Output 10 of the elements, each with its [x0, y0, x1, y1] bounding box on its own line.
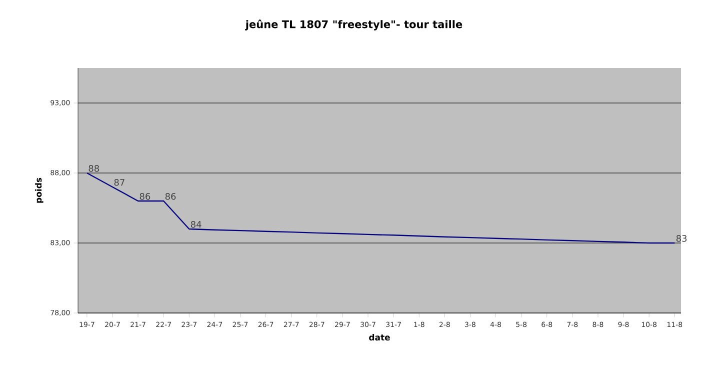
line-series — [86, 172, 676, 244]
data-label: 83 — [676, 234, 687, 242]
data-label: 84 — [190, 220, 202, 228]
chart-title: jeûne TL 1807 "freestyle"- tour taille — [245, 20, 462, 30]
y-axis-title: poids — [35, 178, 44, 203]
x-axis-title: date — [369, 334, 390, 341]
data-label: 88 — [88, 164, 99, 172]
data-label: 86 — [165, 192, 176, 200]
data-label: 86 — [140, 192, 150, 200]
data-label: 87 — [114, 178, 124, 186]
